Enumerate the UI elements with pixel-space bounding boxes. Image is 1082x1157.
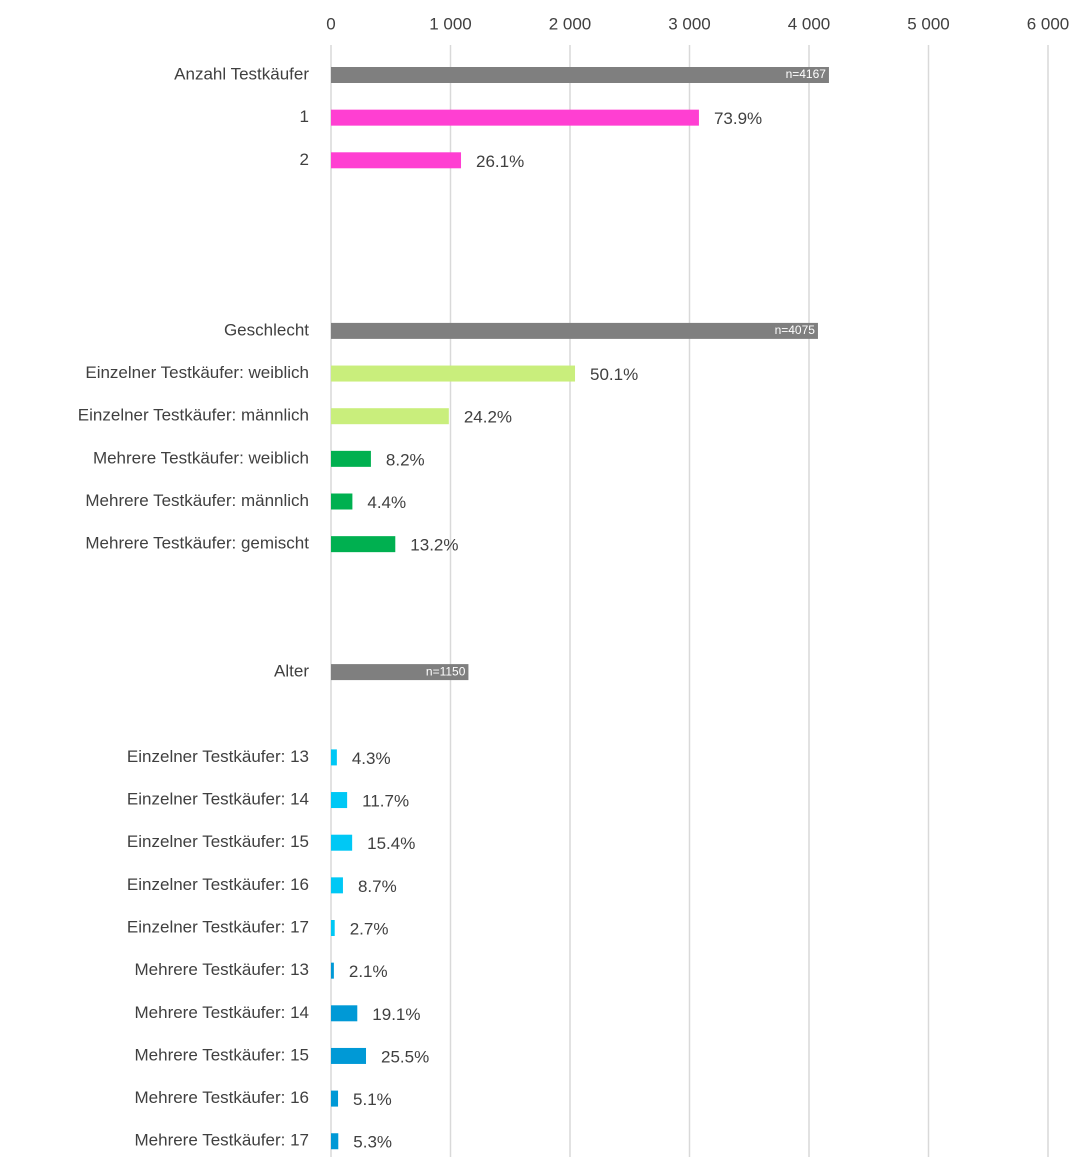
percent-label: 15.4% bbox=[367, 834, 415, 853]
x-tick-label: 5 000 bbox=[907, 14, 950, 33]
y-tick-label: Einzelner Testkäufer: 15 bbox=[127, 832, 309, 851]
percent-label: 4.4% bbox=[367, 493, 406, 512]
y-tick-label: Alter bbox=[274, 662, 309, 681]
bar-label: n=4167 bbox=[786, 67, 827, 81]
percent-label: 8.2% bbox=[386, 450, 425, 469]
x-tick-label: 4 000 bbox=[788, 14, 831, 33]
bar bbox=[331, 536, 396, 553]
bar bbox=[331, 1133, 339, 1150]
bar bbox=[331, 962, 334, 979]
percent-label: 25.5% bbox=[381, 1047, 429, 1066]
percent-label: 11.7% bbox=[362, 792, 409, 811]
bar bbox=[331, 664, 469, 681]
percent-label: 4.3% bbox=[352, 749, 391, 768]
y-tick-label: 1 bbox=[300, 107, 309, 126]
y-tick-label: Einzelner Testkäufer: 14 bbox=[127, 790, 309, 809]
bar bbox=[331, 1005, 358, 1022]
bar bbox=[331, 1047, 367, 1064]
percent-label: 73.9% bbox=[714, 109, 762, 128]
y-tick-label: Einzelner Testkäufer: 17 bbox=[127, 917, 309, 936]
percent-label: 26.1% bbox=[476, 152, 524, 171]
percent-label: 5.1% bbox=[353, 1090, 392, 1109]
percent-label: 24.2% bbox=[464, 408, 512, 427]
bar bbox=[331, 749, 337, 766]
y-tick-label: Einzelner Testkäufer: männlich bbox=[78, 406, 309, 425]
y-tick-label: Mehrere Testkäufer: 14 bbox=[135, 1003, 310, 1022]
y-tick-label: Einzelner Testkäufer: 13 bbox=[127, 747, 309, 766]
x-tick-label: 6 000 bbox=[1027, 14, 1070, 33]
bar bbox=[331, 152, 462, 169]
x-tick-label: 2 000 bbox=[549, 14, 592, 33]
y-tick-label: Mehrere Testkäufer: 13 bbox=[135, 960, 310, 979]
y-tick-label: Einzelner Testkäufer: weiblich bbox=[85, 363, 309, 382]
bar bbox=[331, 920, 335, 936]
y-tick-label: Anzahl Testkäufer bbox=[174, 64, 309, 83]
y-tick-label: Mehrere Testkäufer: 15 bbox=[135, 1045, 310, 1064]
bar bbox=[331, 408, 449, 425]
y-tick-label: Geschlecht bbox=[224, 320, 309, 339]
bar bbox=[331, 877, 343, 894]
percent-label: 5.3% bbox=[353, 1133, 392, 1152]
y-tick-label: Mehrere Testkäufer: männlich bbox=[85, 491, 309, 510]
percent-label: 2.1% bbox=[349, 962, 388, 981]
y-tick-label: Mehrere Testkäufer: 16 bbox=[135, 1088, 310, 1107]
bar bbox=[331, 792, 348, 809]
bar-label: n=4075 bbox=[775, 323, 816, 337]
x-tick-label: 1 000 bbox=[429, 14, 472, 33]
percent-label: 2.7% bbox=[350, 919, 389, 938]
bar bbox=[331, 834, 353, 851]
bar bbox=[331, 493, 353, 510]
bar bbox=[331, 450, 371, 467]
bar bbox=[331, 67, 829, 83]
y-tick-label: Mehrere Testkäufer: 17 bbox=[135, 1131, 310, 1150]
y-tick-label: 2 bbox=[300, 150, 309, 169]
percent-label: 19.1% bbox=[372, 1005, 420, 1024]
y-tick-label: Einzelner Testkäufer: 16 bbox=[127, 875, 309, 894]
y-tick-label: Mehrere Testkäufer: weiblich bbox=[93, 448, 309, 467]
x-tick-label: 0 bbox=[326, 14, 335, 33]
bar bbox=[331, 365, 576, 382]
y-tick-label: Mehrere Testkäufer: gemischt bbox=[85, 534, 309, 553]
percent-label: 8.7% bbox=[358, 877, 397, 896]
bar bbox=[331, 1090, 339, 1107]
bar-label: n=1150 bbox=[426, 664, 466, 678]
x-tick-label: 3 000 bbox=[668, 14, 711, 33]
percent-label: 13.2% bbox=[410, 536, 458, 555]
bar bbox=[331, 109, 699, 126]
percent-label: 50.1% bbox=[590, 365, 638, 384]
bar bbox=[331, 322, 818, 339]
